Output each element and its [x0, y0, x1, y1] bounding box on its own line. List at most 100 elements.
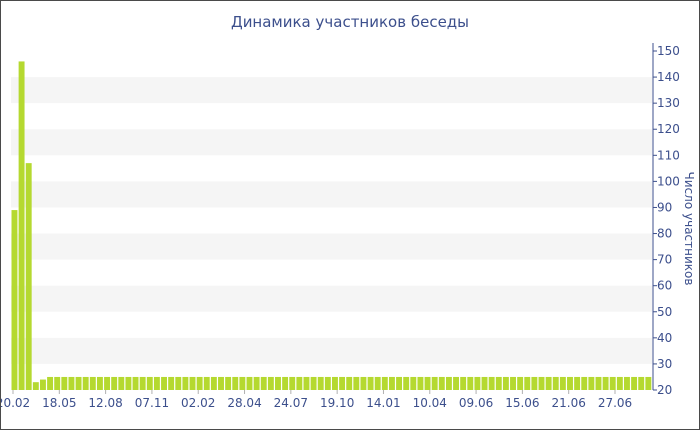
bar — [339, 376, 346, 390]
bar — [139, 376, 146, 390]
bar — [303, 376, 310, 390]
bar — [32, 382, 39, 390]
y-tick-label: 90 — [657, 200, 672, 214]
x-tick-label: 15.06 — [505, 396, 539, 410]
bar — [47, 376, 54, 390]
y-tick-label: 140 — [657, 70, 680, 84]
bar — [89, 376, 96, 390]
bar — [460, 376, 467, 390]
bar — [602, 376, 609, 390]
x-tick-label: 14.01 — [366, 396, 400, 410]
bar — [332, 376, 338, 390]
y-tick-label: 20 — [657, 383, 672, 397]
bar — [96, 376, 103, 390]
bar — [25, 163, 32, 390]
bar — [374, 376, 381, 390]
bar — [61, 376, 68, 390]
x-tick-label: 21.06 — [552, 396, 586, 410]
bar — [39, 379, 46, 390]
bar — [474, 376, 481, 390]
x-tick-label: 02.02 — [181, 396, 215, 410]
bar — [232, 376, 239, 390]
grid-bands — [11, 77, 652, 364]
bar — [552, 376, 559, 390]
bar — [574, 376, 581, 390]
bar — [146, 376, 153, 390]
y-tick-label: 50 — [657, 305, 672, 319]
bar — [189, 376, 196, 390]
x-axis-ticks: 20.02 18.05 12.08 07.11 02.02 28.04 24.07 19.10… — [1, 390, 632, 410]
bar — [210, 376, 217, 390]
bar — [111, 376, 118, 390]
bar — [296, 376, 303, 390]
y-tick-label: 40 — [657, 331, 672, 345]
bar — [524, 376, 531, 390]
bar — [125, 376, 132, 390]
x-tick-label: 24.07 — [274, 396, 308, 410]
grid-band — [11, 285, 652, 312]
grid-band — [11, 129, 652, 156]
y-axis-title: Число участников — [682, 172, 696, 286]
bar — [481, 376, 488, 390]
bar — [168, 376, 175, 390]
bar — [403, 376, 410, 390]
x-tick-label: 19.10 — [320, 396, 354, 410]
bar — [275, 376, 281, 390]
bar — [161, 376, 167, 390]
bar — [467, 376, 474, 390]
bar — [317, 376, 324, 390]
y-tick-label: 80 — [657, 227, 672, 241]
x-tick-label: 20.02 — [1, 396, 30, 410]
bar — [11, 210, 18, 390]
x-tick-label: 10.04 — [413, 396, 447, 410]
bar — [616, 376, 623, 390]
bar — [367, 376, 374, 390]
bar — [545, 376, 552, 390]
bar — [431, 376, 438, 390]
bar — [595, 376, 602, 390]
bar — [559, 376, 566, 390]
bar — [588, 376, 595, 390]
x-tick-label: 28.04 — [227, 396, 261, 410]
bar — [353, 376, 360, 390]
y-tick-label: 120 — [657, 122, 680, 136]
y-tick-label: 130 — [657, 96, 680, 110]
bar — [538, 376, 545, 390]
bar — [495, 376, 502, 390]
bar — [388, 376, 395, 390]
bar — [203, 376, 210, 390]
bar — [253, 376, 260, 390]
bar — [453, 376, 459, 390]
bar — [54, 376, 61, 390]
y-tick-label: 70 — [657, 253, 672, 267]
bar — [218, 376, 224, 390]
bar — [175, 376, 182, 390]
bar — [396, 376, 403, 390]
bar — [631, 376, 638, 390]
y-tick-label: 60 — [657, 279, 672, 293]
bar — [182, 376, 189, 390]
bar — [346, 376, 353, 390]
bar — [424, 376, 431, 390]
bar — [510, 376, 516, 390]
x-tick-label: 18.05 — [42, 396, 76, 410]
bar — [360, 376, 367, 390]
bar — [196, 376, 203, 390]
bar — [502, 376, 509, 390]
bar — [581, 376, 588, 390]
bar — [310, 376, 317, 390]
x-tick-label: 07.11 — [135, 396, 169, 410]
bar — [638, 376, 645, 390]
bar — [225, 376, 232, 390]
bar — [153, 376, 160, 390]
bar — [289, 376, 296, 390]
bar — [324, 376, 331, 390]
bar — [381, 376, 388, 390]
bar — [488, 376, 495, 390]
bar — [567, 376, 573, 390]
bar — [438, 376, 445, 390]
bar — [531, 376, 538, 390]
bar — [282, 376, 289, 390]
